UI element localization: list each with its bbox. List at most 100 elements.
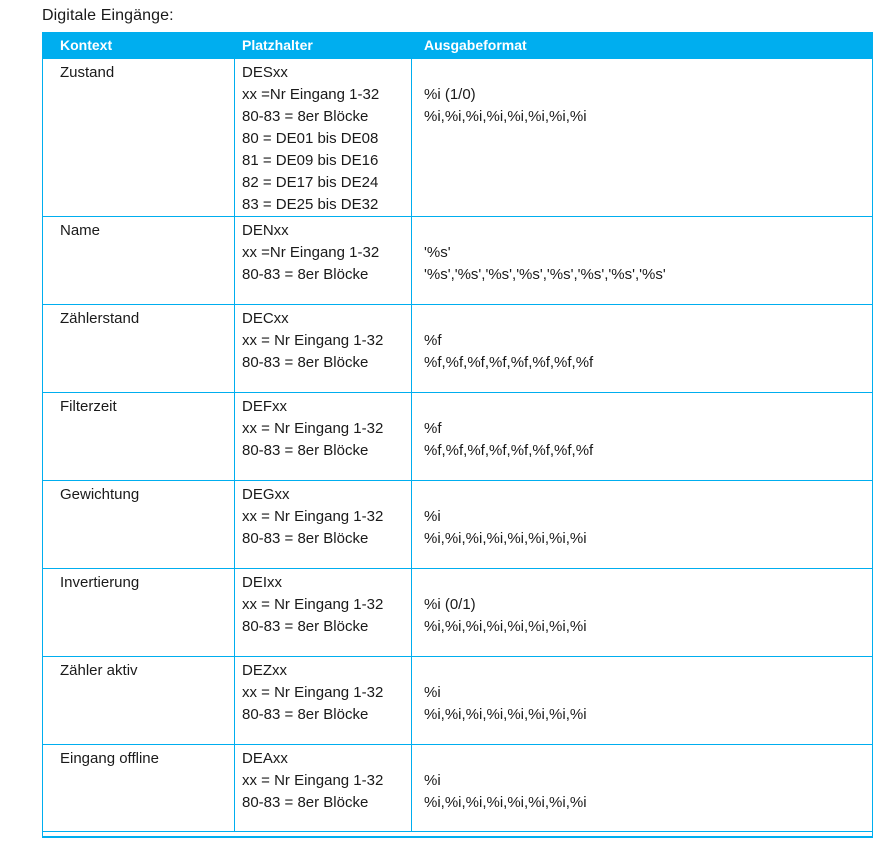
ausgabeformat-line (424, 660, 874, 682)
ausgabeformat-line: %f,%f,%f,%f,%f,%f,%f,%f (424, 442, 594, 459)
kontext-label: Zählerstand (60, 310, 140, 327)
column-header-platzhalter: Platzhalter (242, 37, 313, 53)
table-row: Zähler aktiv DEZxx xx = Nr Eingang 1-32 80… (43, 656, 872, 744)
platzhalter-line: 80-83 = 8er Blöcke (242, 530, 369, 547)
platzhalter-line: 81 = DE09 bis DE16 (242, 152, 379, 169)
ausgabeformat-line: %i (424, 772, 441, 789)
column-header-ausgabeformat: Ausgabeformat (424, 37, 527, 53)
cell-platzhalter: DEAxx xx = Nr Eingang 1-32 80-83 = 8er Blö… (235, 745, 412, 831)
ausgabeformat-line: %i (0/1) (424, 596, 476, 613)
ausgabeformat-line: %i,%i,%i,%i,%i,%i,%i,%i (424, 108, 587, 125)
platzhalter-line: DEGxx (242, 486, 290, 503)
ausgabeformat-line: %i,%i,%i,%i,%i,%i,%i,%i (424, 794, 587, 811)
cell-platzhalter: DEZxx xx = Nr Eingang 1-32 80-83 = 8er Blö… (235, 657, 412, 744)
platzhalter-line: 80-83 = 8er Blöcke (242, 706, 369, 723)
table-row: Eingang offline DEAxx xx = Nr Eingang 1-3… (43, 744, 872, 832)
cell-ausgabeformat: %f %f,%f,%f,%f,%f,%f,%f,%f (412, 305, 874, 392)
table-row: Zustand DESxx xx =Nr Eingang 1-32 80-83 = … (43, 58, 872, 216)
cell-ausgabeformat: %i %i,%i,%i,%i,%i,%i,%i,%i (412, 657, 874, 744)
platzhalter-line: 80-83 = 8er Blöcke (242, 794, 369, 811)
ausgabeformat-line: %i (1/0) (424, 86, 476, 103)
ausgabeformat-line: %i (424, 508, 441, 525)
platzhalter-line: 80-83 = 8er Blöcke (242, 442, 369, 459)
cell-kontext: Zählerstand (43, 305, 235, 392)
ausgabeformat-line (424, 220, 874, 242)
ausgabeformat-line: %i,%i,%i,%i,%i,%i,%i,%i (424, 618, 587, 635)
platzhalter-line: DEIxx (242, 574, 283, 591)
ausgabeformat-line (424, 62, 874, 84)
platzhalter-line: DEAxx (242, 750, 288, 767)
table-row: Filterzeit DEFxx xx = Nr Eingang 1-32 80-8… (43, 392, 872, 480)
table-row: Gewichtung DEGxx xx = Nr Eingang 1-32 80-8… (43, 480, 872, 568)
table-row: Name DENxx xx =Nr Eingang 1-32 80-83 = 8er… (43, 216, 872, 304)
platzhalter-line: 80-83 = 8er Blöcke (242, 354, 369, 371)
cell-platzhalter: DEGxx xx = Nr Eingang 1-32 80-83 = 8er Blö… (235, 481, 412, 568)
cell-kontext: Name (43, 217, 235, 304)
platzhalter-line: DEFxx (242, 398, 287, 415)
cell-kontext: Gewichtung (43, 481, 235, 568)
cell-ausgabeformat: %i %i,%i,%i,%i,%i,%i,%i,%i (412, 481, 874, 568)
ausgabeformat-line: %f,%f,%f,%f,%f,%f,%f,%f (424, 354, 594, 371)
platzhalter-line: xx =Nr Eingang 1-32 (242, 86, 380, 103)
cell-platzhalter: DEIxx xx = Nr Eingang 1-32 80-83 = 8er Blö… (235, 569, 412, 656)
cell-platzhalter: DENxx xx =Nr Eingang 1-32 80-83 = 8er Blöc… (235, 217, 412, 304)
platzhalter-line: xx = Nr Eingang 1-32 (242, 684, 384, 701)
cell-kontext: Invertierung (43, 569, 235, 656)
ausgabeformat-line (424, 748, 874, 770)
platzhalter-line: 83 = DE25 bis DE32 (242, 196, 379, 213)
cell-kontext: Zustand (43, 59, 235, 216)
cell-ausgabeformat: %i (0/1) %i,%i,%i,%i,%i,%i,%i,%i (412, 569, 874, 656)
kontext-label: Zähler aktiv (60, 662, 138, 679)
cell-platzhalter: DECxx xx = Nr Eingang 1-32 80-83 = 8er Blö… (235, 305, 412, 392)
platzhalter-line: xx = Nr Eingang 1-32 (242, 420, 384, 437)
table-row: Zählerstand DECxx xx = Nr Eingang 1-32 80-… (43, 304, 872, 392)
platzhalter-line: 80 = DE01 bis DE08 (242, 130, 379, 147)
platzhalter-line: DEZxx (242, 662, 287, 679)
cell-kontext: Filterzeit (43, 393, 235, 480)
kontext-label: Eingang offline (60, 750, 159, 767)
kontext-label: Zustand (60, 64, 115, 81)
ausgabeformat-line: %f (424, 332, 442, 349)
ausgabeformat-line (424, 484, 874, 506)
cell-kontext: Zähler aktiv (43, 657, 235, 744)
kontext-label: Gewichtung (60, 486, 140, 503)
section-title: Digitale Eingänge: (42, 7, 174, 24)
platzhalter-line: xx = Nr Eingang 1-32 (242, 332, 384, 349)
kontext-label: Name (60, 222, 101, 239)
platzhalter-line: 80-83 = 8er Blöcke (242, 108, 369, 125)
platzhalter-line: DECxx (242, 310, 289, 327)
digital-inputs-table: Kontext Platzhalter Ausgabeformat Zustan… (42, 32, 873, 838)
ausgabeformat-line: %i (424, 684, 441, 701)
cell-platzhalter: DESxx xx =Nr Eingang 1-32 80-83 = 8er Blöc… (235, 59, 412, 216)
cell-ausgabeformat: '%s' '%s','%s','%s','%s','%s','%s','%s','… (412, 217, 874, 304)
table-bottom-spacer (43, 832, 872, 836)
column-header-kontext: Kontext (60, 37, 113, 53)
cell-ausgabeformat: %i %i,%i,%i,%i,%i,%i,%i,%i (412, 745, 874, 831)
kontext-label: Invertierung (60, 574, 140, 591)
platzhalter-line: DESxx (242, 64, 288, 81)
ausgabeformat-line: '%s','%s','%s','%s','%s','%s','%s','%s' (424, 266, 666, 283)
table-header-row: Kontext Platzhalter Ausgabeformat (43, 32, 872, 58)
ausgabeformat-line (424, 396, 874, 418)
table-body: Zustand DESxx xx =Nr Eingang 1-32 80-83 = … (43, 58, 872, 832)
platzhalter-line: DENxx (242, 222, 289, 239)
ausgabeformat-line: %i,%i,%i,%i,%i,%i,%i,%i (424, 530, 587, 547)
platzhalter-line: xx =Nr Eingang 1-32 (242, 244, 380, 261)
platzhalter-line: xx = Nr Eingang 1-32 (242, 596, 384, 613)
platzhalter-line: 80-83 = 8er Blöcke (242, 618, 369, 635)
cell-ausgabeformat: %f %f,%f,%f,%f,%f,%f,%f,%f (412, 393, 874, 480)
cell-kontext: Eingang offline (43, 745, 235, 831)
platzhalter-line: 82 = DE17 bis DE24 (242, 174, 379, 191)
ausgabeformat-line: %i,%i,%i,%i,%i,%i,%i,%i (424, 706, 587, 723)
ausgabeformat-line (424, 308, 874, 330)
ausgabeformat-line (424, 572, 874, 594)
table-row: Invertierung DEIxx xx = Nr Eingang 1-32 80… (43, 568, 872, 656)
cell-ausgabeformat: %i (1/0) %i,%i,%i,%i,%i,%i,%i,%i (412, 59, 874, 216)
platzhalter-line: xx = Nr Eingang 1-32 (242, 508, 384, 525)
cell-platzhalter: DEFxx xx = Nr Eingang 1-32 80-83 = 8er Blö… (235, 393, 412, 480)
ausgabeformat-line: '%s' (424, 244, 451, 261)
platzhalter-line: xx = Nr Eingang 1-32 (242, 772, 384, 789)
platzhalter-line: 80-83 = 8er Blöcke (242, 266, 369, 283)
ausgabeformat-line: %f (424, 420, 442, 437)
